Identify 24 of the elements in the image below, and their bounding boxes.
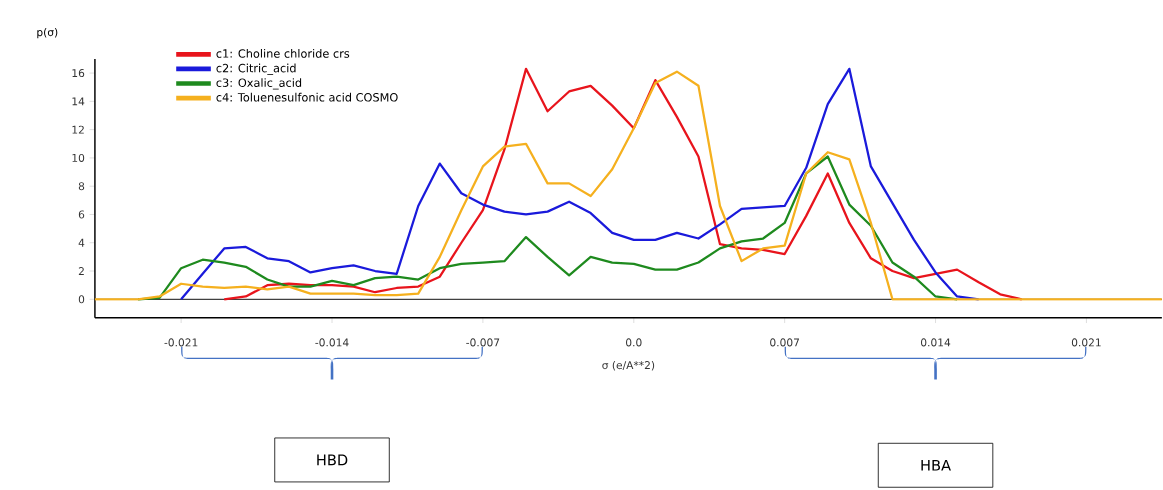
y-tick-label: 12 (72, 125, 84, 134)
x-tick-label: -0.021 (164, 338, 198, 347)
legend-label: c4: Toluenesulfonic acid COSMO (216, 93, 398, 102)
x-tick-label: 0.014 (921, 338, 951, 347)
y-tick-label: 16 (72, 69, 85, 78)
y-tick-label: 14 (72, 97, 85, 106)
y-tick-label: 10 (72, 154, 85, 163)
x-tick-label: 0.021 (1071, 338, 1101, 347)
y-tick-label: 4 (78, 239, 85, 247)
y-axis-title: p(σ) (37, 28, 58, 39)
y-tick-label: 0 (78, 295, 85, 304)
x-tick-label: -0.014 (315, 338, 349, 347)
text: HBD (317, 454, 348, 466)
legend-label: c2: Citric_acid (216, 63, 296, 76)
y-tick-label: 2 (78, 267, 84, 276)
x-tick-label: -0.007 (466, 338, 500, 347)
x-axis-title: σ (e/A**2) (602, 361, 655, 371)
y-tick-label: 6 (78, 210, 85, 219)
legend-label: c3: Oxalic_acid (216, 78, 302, 90)
y-tick-label: 8 (78, 182, 85, 191)
text: HBA (921, 460, 951, 471)
x-tick-label: 0.007 (770, 338, 799, 347)
x-tick-label: 0.0 (626, 338, 642, 347)
legend-label: c1: Choline chloride crs (216, 49, 350, 59)
